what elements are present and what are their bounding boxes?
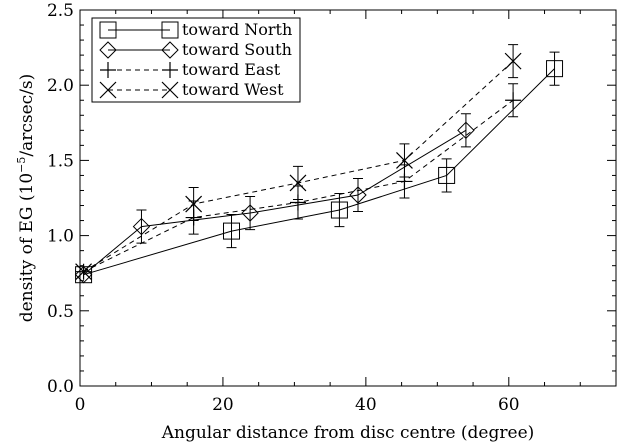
legend-marker: [161, 21, 179, 39]
series-toward-south: [74, 113, 475, 284]
data-point: [546, 60, 564, 78]
data-point: [504, 52, 522, 70]
legend-marker: [161, 41, 179, 59]
data-point: [223, 222, 241, 240]
error-bar: [441, 158, 452, 193]
data-point: [185, 195, 203, 213]
data-point: [349, 186, 367, 204]
error-bar: [549, 51, 560, 86]
series-toward-north: [75, 51, 564, 284]
series-toward-west: [75, 44, 522, 281]
x-tick-label: 0: [75, 395, 86, 415]
legend-marker: [99, 81, 117, 99]
legend-item: toward West: [99, 80, 284, 99]
y-tick-label: 0.5: [47, 302, 74, 322]
y-tick-label: 2.5: [47, 1, 74, 21]
legend-item: toward East: [100, 60, 281, 79]
y-tick-label: 1.5: [47, 151, 74, 171]
legend-box: [91, 17, 301, 103]
data-point: [330, 201, 348, 219]
axes: 0 20 40 60 0.0 0.5 1.0 1.5 2.0 2.5: [47, 1, 617, 415]
x-axis-label: Angular distance from disc centre (degre…: [161, 423, 535, 443]
error-bar: [353, 177, 364, 213]
legend-label: toward East: [182, 60, 281, 79]
legend-marker: [161, 81, 179, 99]
legend-label: toward North: [182, 20, 292, 39]
series-line: [83, 129, 467, 276]
data-point: [457, 121, 475, 140]
legend-marker: [99, 41, 117, 59]
error-bar: [460, 113, 471, 148]
y-axis-label-exponent: −5: [15, 157, 28, 173]
y-tick-label: 0.0: [47, 377, 74, 397]
x-tick-label: 60: [498, 395, 520, 415]
legend-label: toward South: [182, 40, 292, 59]
x-tick-label: 20: [212, 395, 234, 415]
data-point: [75, 263, 92, 281]
error-bar: [245, 195, 256, 231]
legend-marker: [162, 62, 178, 78]
data-point: [438, 166, 456, 184]
x-tick-label: 40: [355, 395, 377, 415]
y-tick-label: 2.0: [47, 76, 74, 96]
data-point: [396, 151, 413, 169]
legend-label: toward West: [182, 80, 284, 99]
legend-item: toward South: [99, 40, 292, 59]
series-layer: [74, 44, 564, 284]
data-point: [132, 217, 151, 236]
plot-frame: [79, 9, 617, 387]
error-bar: [226, 214, 237, 249]
y-axis-label-unit: /arcsec/s): [17, 74, 37, 157]
legend-item: toward North: [99, 20, 292, 39]
legend-marker: [100, 62, 116, 78]
y-axis-label: density of EG (10−5/arcsec/s): [15, 74, 37, 323]
data-point: [289, 174, 307, 192]
data-point: [505, 92, 522, 109]
y-axis-label-main: density of EG (10: [17, 173, 37, 322]
legend-marker: [99, 21, 117, 39]
y-tick-label: 1.0: [47, 227, 74, 247]
